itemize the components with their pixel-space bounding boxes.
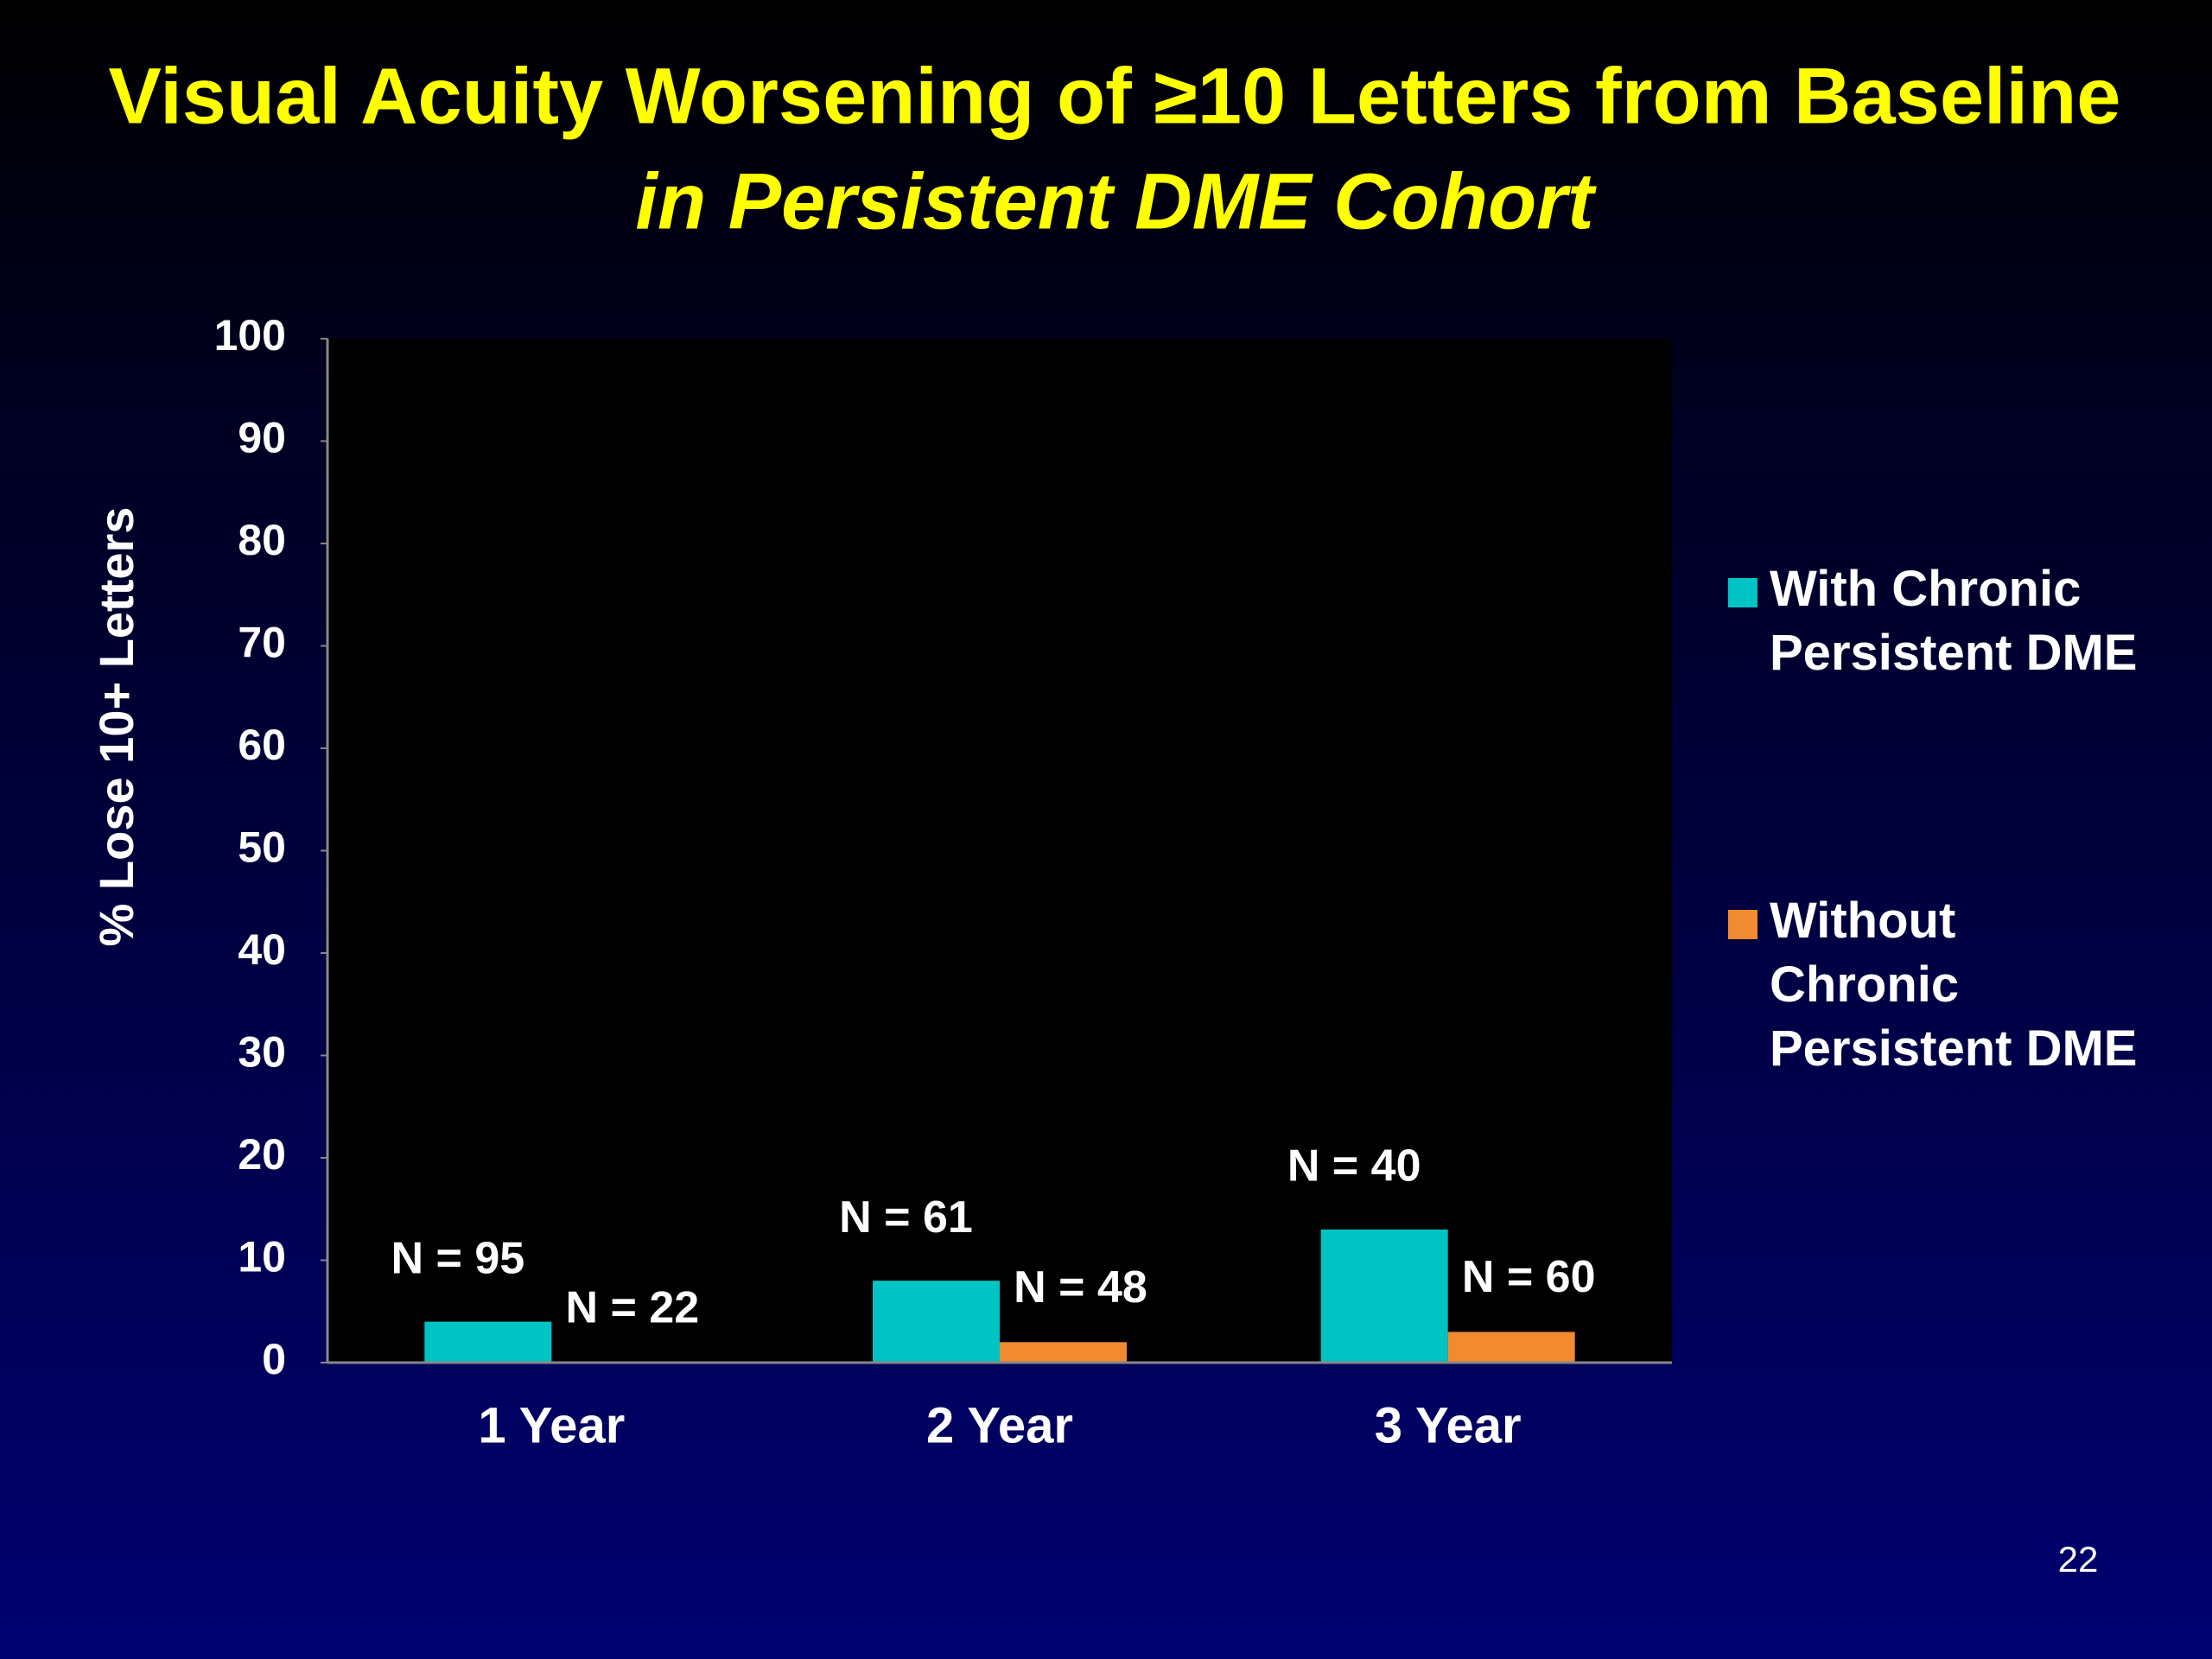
y-tick-label: 70 [238, 619, 286, 667]
plot-area [327, 339, 1672, 1363]
n-label: N = 95 [391, 1233, 525, 1283]
x-tick-label: 2 Year [926, 1397, 1073, 1453]
y-tick-label: 30 [238, 1028, 286, 1077]
page-number: 22 [2058, 1539, 2099, 1580]
legend-label: Without Chronic Persistent DME [1770, 893, 2138, 1077]
bar [1320, 1229, 1448, 1363]
y-tick-label: 0 [262, 1335, 286, 1383]
x-tick-label: 3 Year [1375, 1397, 1522, 1453]
y-tick-label: 50 [238, 823, 286, 872]
n-label: N = 61 [839, 1192, 973, 1243]
bar [873, 1281, 1000, 1363]
legend-swatch [1728, 910, 1758, 939]
n-label: N = 60 [1462, 1252, 1596, 1302]
chart-title: Visual Acuity Worsening of ≥10 Letters f… [109, 52, 2121, 140]
y-tick-label: 100 [214, 311, 286, 359]
n-label: N = 48 [1014, 1262, 1147, 1313]
chart-subtitle: in Persistent DME Cohort [635, 157, 1597, 245]
bar [1447, 1332, 1575, 1363]
n-label: N = 40 [1287, 1141, 1421, 1192]
y-tick-label: 60 [238, 721, 286, 769]
bar [424, 1321, 552, 1363]
y-axis-label: % Lose 10+ Letters [89, 507, 143, 947]
n-label: N = 22 [566, 1283, 700, 1333]
legend-swatch [1728, 578, 1758, 607]
bar [1000, 1342, 1127, 1363]
y-tick-label: 80 [238, 516, 286, 564]
legend-label: With Chronic Persistent DME [1770, 561, 2138, 681]
x-tick-label: 1 Year [478, 1397, 625, 1453]
y-tick-label: 20 [238, 1130, 286, 1179]
y-tick-label: 90 [238, 414, 286, 462]
y-tick-label: 10 [238, 1233, 286, 1281]
y-tick-label: 40 [238, 925, 286, 974]
